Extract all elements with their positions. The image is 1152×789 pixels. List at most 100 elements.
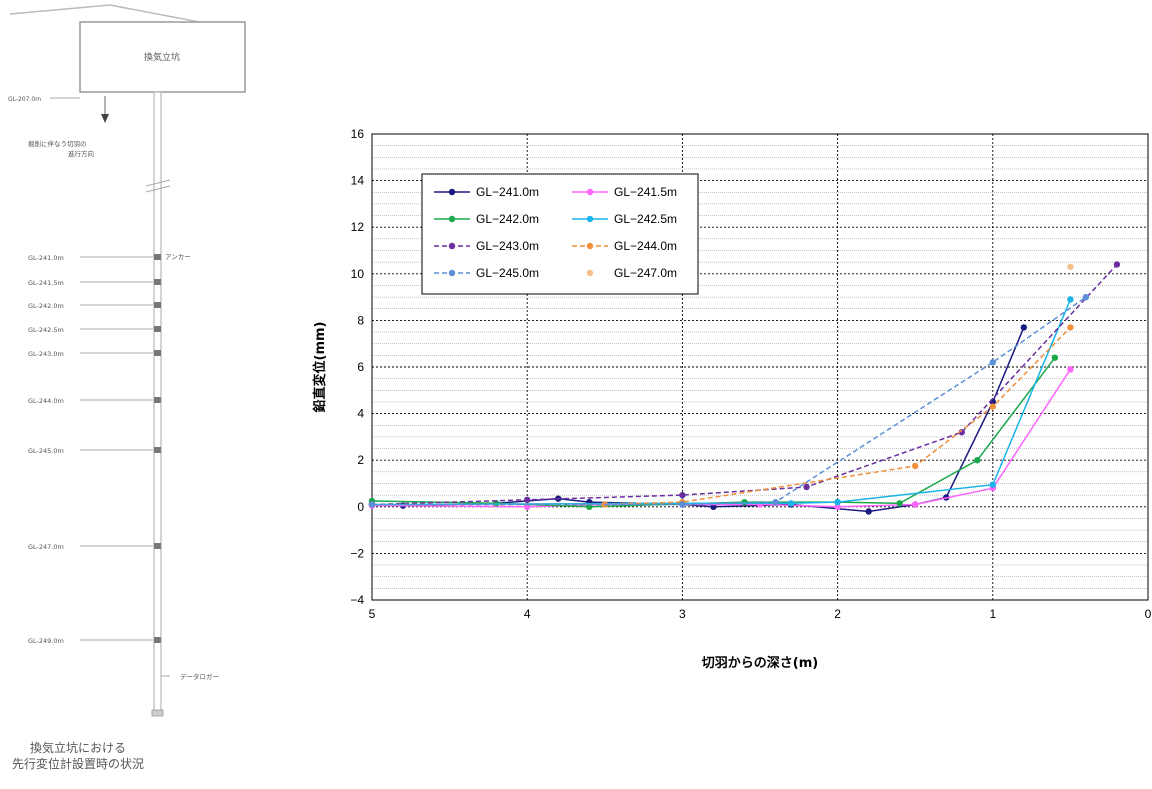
legend-item: GL−247.0m — [586, 266, 677, 280]
legend-item: GL−242.5m — [572, 212, 677, 226]
y-tick-label: 2 — [357, 453, 364, 467]
data-point — [679, 491, 686, 499]
legend-marker — [448, 215, 456, 223]
y-tick-label: 8 — [357, 313, 364, 327]
x-axis-title: 切羽からの深さ(m) — [702, 655, 818, 671]
depth-label: GL-242.5m — [28, 326, 64, 334]
legend-item: GL−244.0m — [572, 239, 677, 253]
sensor-marker — [154, 279, 161, 285]
legend-item: GL−245.0m — [434, 266, 539, 280]
data-point — [896, 500, 903, 507]
ground-surface-line — [9, 4, 111, 15]
sensor-marker — [154, 447, 161, 453]
sensor-marker — [154, 543, 161, 549]
y-tick-label: −4 — [350, 593, 364, 607]
depth-label: GL-249.0m — [28, 637, 64, 645]
pipe-bottom-cap — [151, 709, 164, 717]
legend-label: GL−242.5m — [614, 212, 677, 226]
legend-label: GL−242.0m — [476, 212, 539, 226]
data-point — [1051, 354, 1059, 361]
sensor-marker — [154, 397, 161, 403]
legend-label: GL−243.0m — [476, 239, 539, 253]
sensor-marker — [154, 254, 161, 260]
x-tick-label: 2 — [834, 607, 841, 621]
legend-item: GL−242.0m — [434, 212, 539, 226]
y-tick-label: 12 — [351, 220, 365, 234]
x-tick-label: 0 — [1145, 607, 1152, 621]
legend-marker — [586, 188, 594, 196]
plot-frame — [371, 133, 1149, 601]
legend-marker — [586, 215, 594, 223]
sensor-marker — [154, 326, 161, 332]
legend-marker — [448, 188, 456, 196]
data-point — [679, 501, 686, 508]
data-point — [1067, 366, 1074, 373]
legend-item: GL−241.5m — [572, 185, 677, 199]
break-mark — [145, 179, 171, 193]
data-point — [1020, 324, 1028, 331]
caption-line-2: 先行変位計設置時の状況 — [12, 756, 144, 771]
data-point — [834, 498, 841, 506]
depth-label: GL-244.0m — [28, 397, 64, 405]
depth-label: GL-242.0m — [28, 302, 64, 310]
legend-label: GL−241.0m — [476, 185, 539, 199]
x-tick-label: 5 — [369, 607, 376, 621]
data-point — [1113, 261, 1121, 268]
depth-label: GL-247.0m — [28, 543, 64, 551]
data-point — [958, 429, 965, 436]
data-point — [834, 503, 841, 510]
sensor-marker — [154, 637, 161, 643]
gl-top-label: GL-207.0m — [8, 96, 41, 103]
y-tick-label: 0 — [357, 500, 364, 514]
legend-marker — [586, 242, 594, 250]
x-tick-label: 1 — [989, 607, 996, 621]
y-tick-label: 4 — [357, 407, 364, 421]
y-tick-label: 6 — [357, 360, 364, 374]
legend-label: GL−244.0m — [614, 239, 677, 253]
x-tick-label: 3 — [679, 607, 686, 621]
data-point — [912, 462, 919, 470]
legend-item: GL−243.0m — [434, 239, 539, 253]
sensor-marker — [154, 302, 161, 308]
data-point — [974, 457, 981, 464]
data-point — [1067, 324, 1074, 331]
data-point — [1067, 263, 1074, 271]
anchor-label: アンカー — [165, 253, 191, 261]
data-point — [803, 483, 810, 491]
depth-label: GL-245.0m — [28, 447, 64, 455]
y-tick-label: 10 — [351, 267, 365, 281]
data-point — [741, 498, 748, 506]
y-axis-title: 鉛直変位(mm) — [312, 322, 328, 413]
direction-arrow-head — [101, 114, 109, 123]
data-point — [787, 500, 795, 507]
legend-marker — [448, 269, 456, 277]
data-point — [772, 498, 779, 506]
x-tick-label: 4 — [524, 607, 531, 621]
data-point — [1082, 293, 1090, 301]
legend-label: GL−241.5m — [614, 185, 677, 199]
legend-box — [421, 173, 699, 295]
data-point — [524, 496, 531, 504]
series-6 — [368, 293, 1090, 508]
shaft-box — [79, 21, 246, 93]
legend-marker — [448, 242, 456, 250]
legend-label: GL−245.0m — [476, 266, 539, 280]
sensor-marker — [154, 350, 161, 356]
shaft-label: 換気立坑 — [144, 51, 180, 63]
data-point — [989, 403, 996, 410]
data-point — [1067, 296, 1074, 303]
caption-line-1: 換気立坑における — [30, 740, 126, 755]
logger-label: データロガー — [180, 672, 219, 681]
data-point — [989, 359, 996, 366]
depth-label: GL-241.0m — [28, 254, 64, 262]
y-tick-label: 16 — [351, 127, 365, 141]
series-line — [371, 263, 1118, 506]
data-point — [989, 481, 996, 488]
legend-label: GL−247.0m — [614, 266, 677, 280]
direction-label-1: 掘削に伴なう切羽の — [28, 139, 87, 148]
legend-item: GL−241.0m — [434, 185, 539, 199]
depth-label: GL-241.5m — [28, 279, 64, 287]
direction-label-2: 進行方向 — [68, 149, 94, 158]
legend-marker — [586, 269, 594, 277]
